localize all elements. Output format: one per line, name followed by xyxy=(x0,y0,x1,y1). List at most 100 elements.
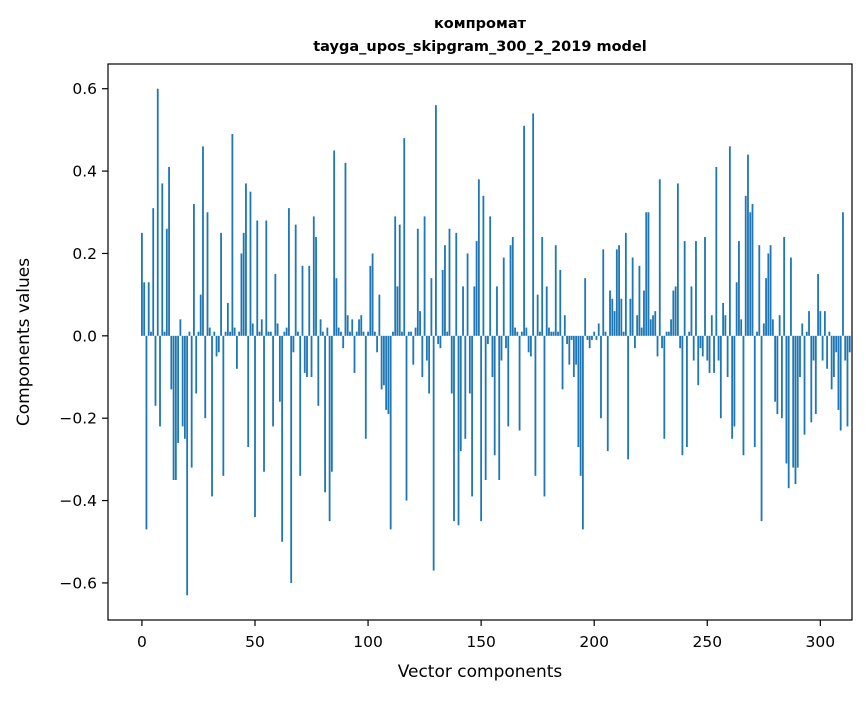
bar xyxy=(389,335,392,530)
bar xyxy=(231,134,234,336)
bar xyxy=(405,335,408,501)
bar xyxy=(780,335,783,419)
bar xyxy=(276,323,279,336)
bar xyxy=(762,323,765,336)
bar xyxy=(466,253,469,336)
bar xyxy=(790,257,792,336)
bar xyxy=(532,113,535,336)
bar xyxy=(620,298,623,336)
bar xyxy=(222,335,225,476)
bar xyxy=(346,315,349,336)
bar xyxy=(251,323,254,336)
bar xyxy=(654,311,657,336)
bar xyxy=(624,232,627,336)
bar xyxy=(416,228,419,336)
bar xyxy=(507,335,510,427)
bar xyxy=(306,335,308,378)
bar xyxy=(215,335,218,357)
bar xyxy=(446,331,449,336)
bar xyxy=(848,335,851,353)
bar xyxy=(181,335,184,427)
x-tick-label: 150 xyxy=(466,633,496,651)
y-tick-label: −0.4 xyxy=(59,492,97,510)
bar xyxy=(672,290,675,336)
bar xyxy=(403,138,406,336)
bar xyxy=(801,323,804,336)
bar xyxy=(308,265,311,336)
bar xyxy=(263,335,265,472)
x-tick-label: 200 xyxy=(579,633,609,651)
bar xyxy=(643,290,645,336)
bar xyxy=(152,208,155,336)
bar xyxy=(663,335,666,439)
bar xyxy=(183,335,186,439)
bar xyxy=(602,249,605,336)
bar xyxy=(686,335,688,448)
bar xyxy=(349,331,351,336)
bar xyxy=(326,327,329,336)
bar xyxy=(247,335,250,448)
bar xyxy=(676,183,679,336)
bar xyxy=(288,208,290,336)
bar xyxy=(842,212,844,336)
bar xyxy=(455,232,458,336)
bar xyxy=(154,335,157,406)
bar xyxy=(740,319,743,336)
bar xyxy=(710,315,713,336)
bar xyxy=(509,245,512,336)
bar xyxy=(731,335,734,439)
bar xyxy=(491,335,494,378)
bar xyxy=(464,335,467,439)
bar xyxy=(324,335,326,493)
bar xyxy=(568,335,571,365)
bar xyxy=(274,274,277,336)
bar xyxy=(337,327,340,336)
bar xyxy=(168,166,170,336)
bar xyxy=(749,212,752,336)
bar xyxy=(656,335,659,357)
bar xyxy=(229,331,232,336)
bar xyxy=(697,335,700,386)
bar xyxy=(821,335,824,361)
bar xyxy=(634,335,636,349)
bar xyxy=(321,331,324,336)
bar xyxy=(670,319,672,336)
bar xyxy=(186,335,189,596)
bar xyxy=(613,311,616,336)
bar xyxy=(679,335,682,349)
bar xyxy=(340,331,342,336)
bar xyxy=(444,245,446,336)
bar xyxy=(817,274,819,336)
bar xyxy=(172,335,175,480)
bar xyxy=(468,335,471,394)
bar xyxy=(688,331,691,336)
bar xyxy=(774,335,777,402)
bar xyxy=(514,327,516,336)
bar xyxy=(563,315,566,336)
bar xyxy=(489,216,492,336)
bar xyxy=(260,319,263,336)
bar xyxy=(156,88,159,336)
bar xyxy=(516,331,519,336)
bar xyxy=(652,315,654,336)
chart-title: компромат xyxy=(434,16,527,32)
bar xyxy=(622,331,625,336)
bar xyxy=(541,236,544,336)
bar xyxy=(611,298,614,336)
bar xyxy=(799,335,801,378)
bar xyxy=(258,331,261,336)
bar xyxy=(502,257,505,336)
bar xyxy=(360,315,363,336)
bar xyxy=(202,146,204,336)
bar xyxy=(281,335,284,542)
bar xyxy=(199,294,202,336)
bar xyxy=(342,335,345,349)
bar xyxy=(561,335,564,390)
bar xyxy=(753,335,756,448)
bar xyxy=(459,335,462,452)
bar xyxy=(808,311,810,336)
bar xyxy=(480,335,483,522)
bar xyxy=(165,228,168,336)
bar xyxy=(704,236,706,336)
bar xyxy=(593,331,596,336)
